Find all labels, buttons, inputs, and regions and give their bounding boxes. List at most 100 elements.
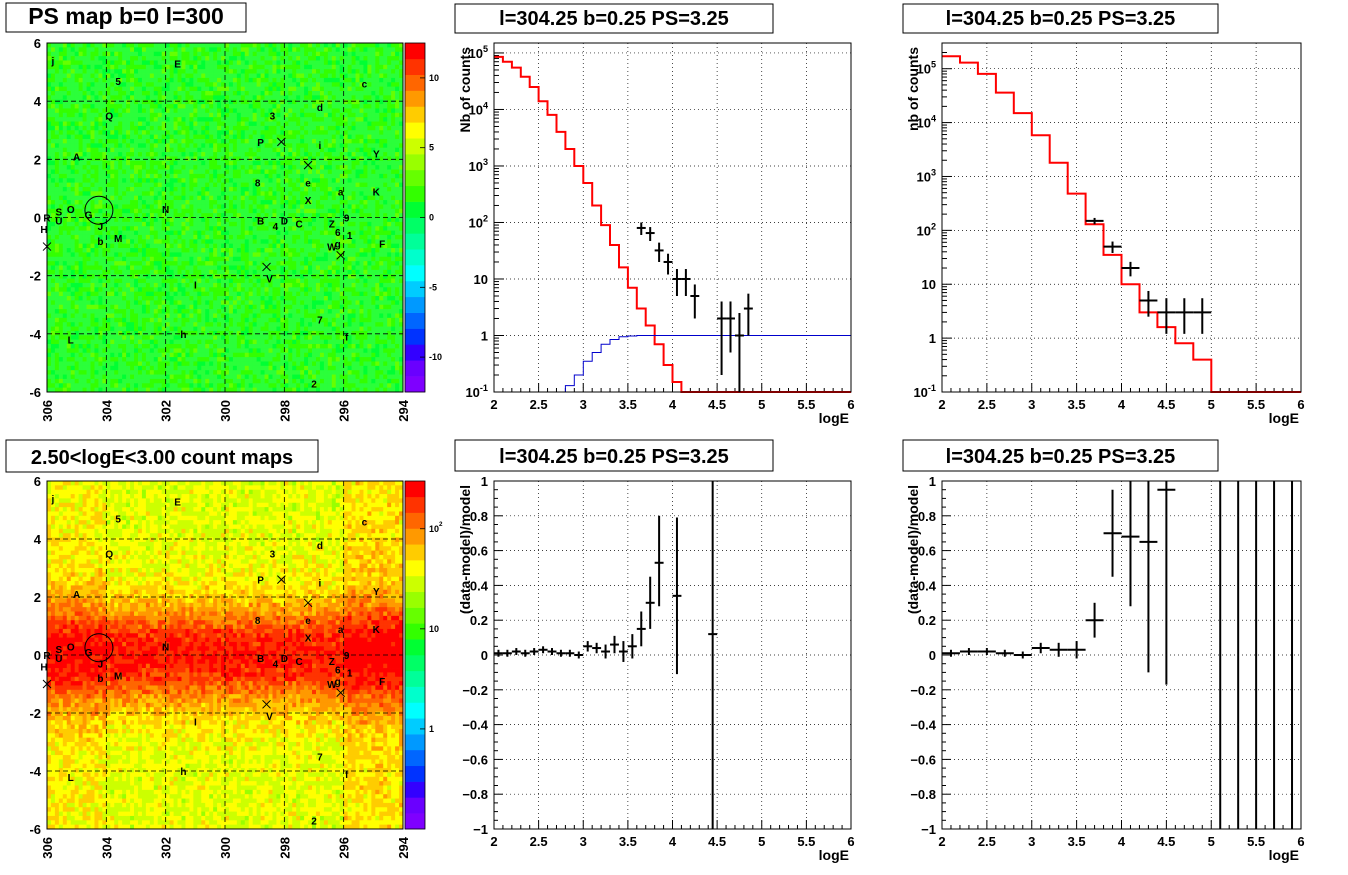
heatmap-cell [141, 265, 147, 271]
heatmap-cell [268, 361, 273, 367]
heatmap-cell [185, 73, 190, 79]
heatmap-cell [62, 243, 68, 249]
heatmap-cell [153, 204, 159, 210]
heatmap-cell [181, 365, 186, 371]
heatmap-cell [248, 43, 254, 48]
heatmap-cell [248, 86, 254, 92]
heatmap-cell [137, 134, 143, 140]
heatmap-cell [161, 43, 167, 48]
heatmap-cell [288, 51, 293, 57]
heatmap-cell [276, 56, 281, 61]
heatmap-cell [47, 309, 52, 314]
heatmap-cell [62, 143, 68, 149]
heatmap-cell [213, 160, 218, 166]
heatmap-cell [98, 204, 103, 210]
heatmap-cell [134, 296, 139, 301]
heatmap-cell [134, 117, 139, 122]
heatmap-cell [58, 387, 64, 393]
heatmap-cell [82, 134, 87, 140]
heatmap-cell [228, 182, 234, 188]
heatmap-cell [149, 304, 155, 310]
heatmap-cell [276, 169, 281, 175]
heatmap-cell [205, 121, 210, 127]
heatmap-cell [236, 60, 242, 66]
heatmap-cell [225, 326, 230, 332]
heatmap-cell [70, 352, 76, 358]
heatmap-cell [181, 134, 186, 140]
heatmap-cell [145, 317, 151, 323]
heatmap-cell [276, 173, 281, 179]
heatmap-cell [217, 221, 222, 227]
heatmap-cell [74, 82, 80, 88]
heatmap-cell [94, 357, 99, 362]
heatmap-cell [280, 274, 285, 279]
heatmap-cell [197, 195, 202, 201]
heatmap-cell [284, 43, 289, 48]
heatmap-cell [86, 191, 91, 197]
heatmap-cell [209, 348, 214, 354]
heatmap-cell [213, 156, 218, 162]
heatmap-cell [86, 313, 91, 319]
heatmap-cell [213, 95, 218, 101]
heatmap-cell [260, 173, 265, 179]
heatmap-cell [189, 291, 194, 297]
heatmap-cell [58, 99, 64, 105]
heatmap-cell [102, 51, 107, 57]
heatmap-cell [78, 47, 83, 53]
heatmap-cell [181, 138, 186, 144]
heatmap-cell [292, 173, 297, 179]
heatmap-cell [74, 278, 80, 284]
heatmap-cell [272, 309, 277, 314]
heatmap-cell [209, 64, 214, 70]
heatmap-cell [205, 86, 210, 92]
heatmap-cell [268, 344, 273, 349]
heatmap-cell [292, 125, 297, 131]
heatmap-cell [280, 357, 285, 362]
heatmap-cell [173, 304, 178, 310]
heatmap-cell [280, 204, 285, 210]
heatmap-cell [252, 134, 258, 140]
heatmap-cell [118, 230, 123, 236]
heatmap-cell [240, 256, 246, 262]
heatmap-cell [50, 309, 56, 314]
heatmap-cell [264, 182, 269, 188]
heatmap-cell [165, 243, 171, 249]
heatmap-cell [74, 86, 80, 92]
heatmap-cell [173, 160, 178, 166]
heatmap-cell [149, 221, 155, 227]
heatmap-cell [153, 335, 159, 341]
heatmap-cell [149, 317, 155, 323]
heatmap-cell [102, 160, 107, 166]
heatmap-cell [240, 248, 246, 253]
heatmap-cell [252, 204, 258, 210]
heatmap-cell [62, 282, 68, 288]
heatmap-cell [94, 191, 99, 197]
heatmap-cell [161, 221, 167, 227]
heatmap-cell [276, 152, 281, 157]
heatmap-cell [228, 374, 234, 380]
heatmap-cell [189, 335, 194, 341]
heatmap-cell [240, 274, 246, 279]
heatmap-cell [189, 95, 194, 101]
heatmap-cell [102, 378, 107, 384]
heatmap-cell [134, 370, 139, 375]
heatmap-cell [240, 143, 246, 149]
heatmap-cell [62, 152, 68, 157]
heatmap-cell [225, 309, 230, 314]
heatmap-cell [169, 160, 174, 166]
heatmap-cell [217, 256, 222, 262]
heatmap-cell [62, 313, 68, 319]
heatmap-cell [58, 304, 64, 310]
heatmap-cell [110, 217, 115, 223]
heatmap-cell [110, 239, 115, 245]
heatmap-cell [153, 112, 159, 118]
heatmap-cell [102, 56, 107, 61]
title-box [5, 2, 247, 33]
heatmap-cell [145, 265, 151, 271]
heatmap-cell [54, 213, 60, 218]
heatmap-cell [82, 322, 87, 327]
heatmap-cell [122, 108, 127, 114]
heatmap-cell [161, 239, 167, 245]
heatmap-cell [157, 287, 163, 293]
heatmap-cell [130, 73, 135, 79]
